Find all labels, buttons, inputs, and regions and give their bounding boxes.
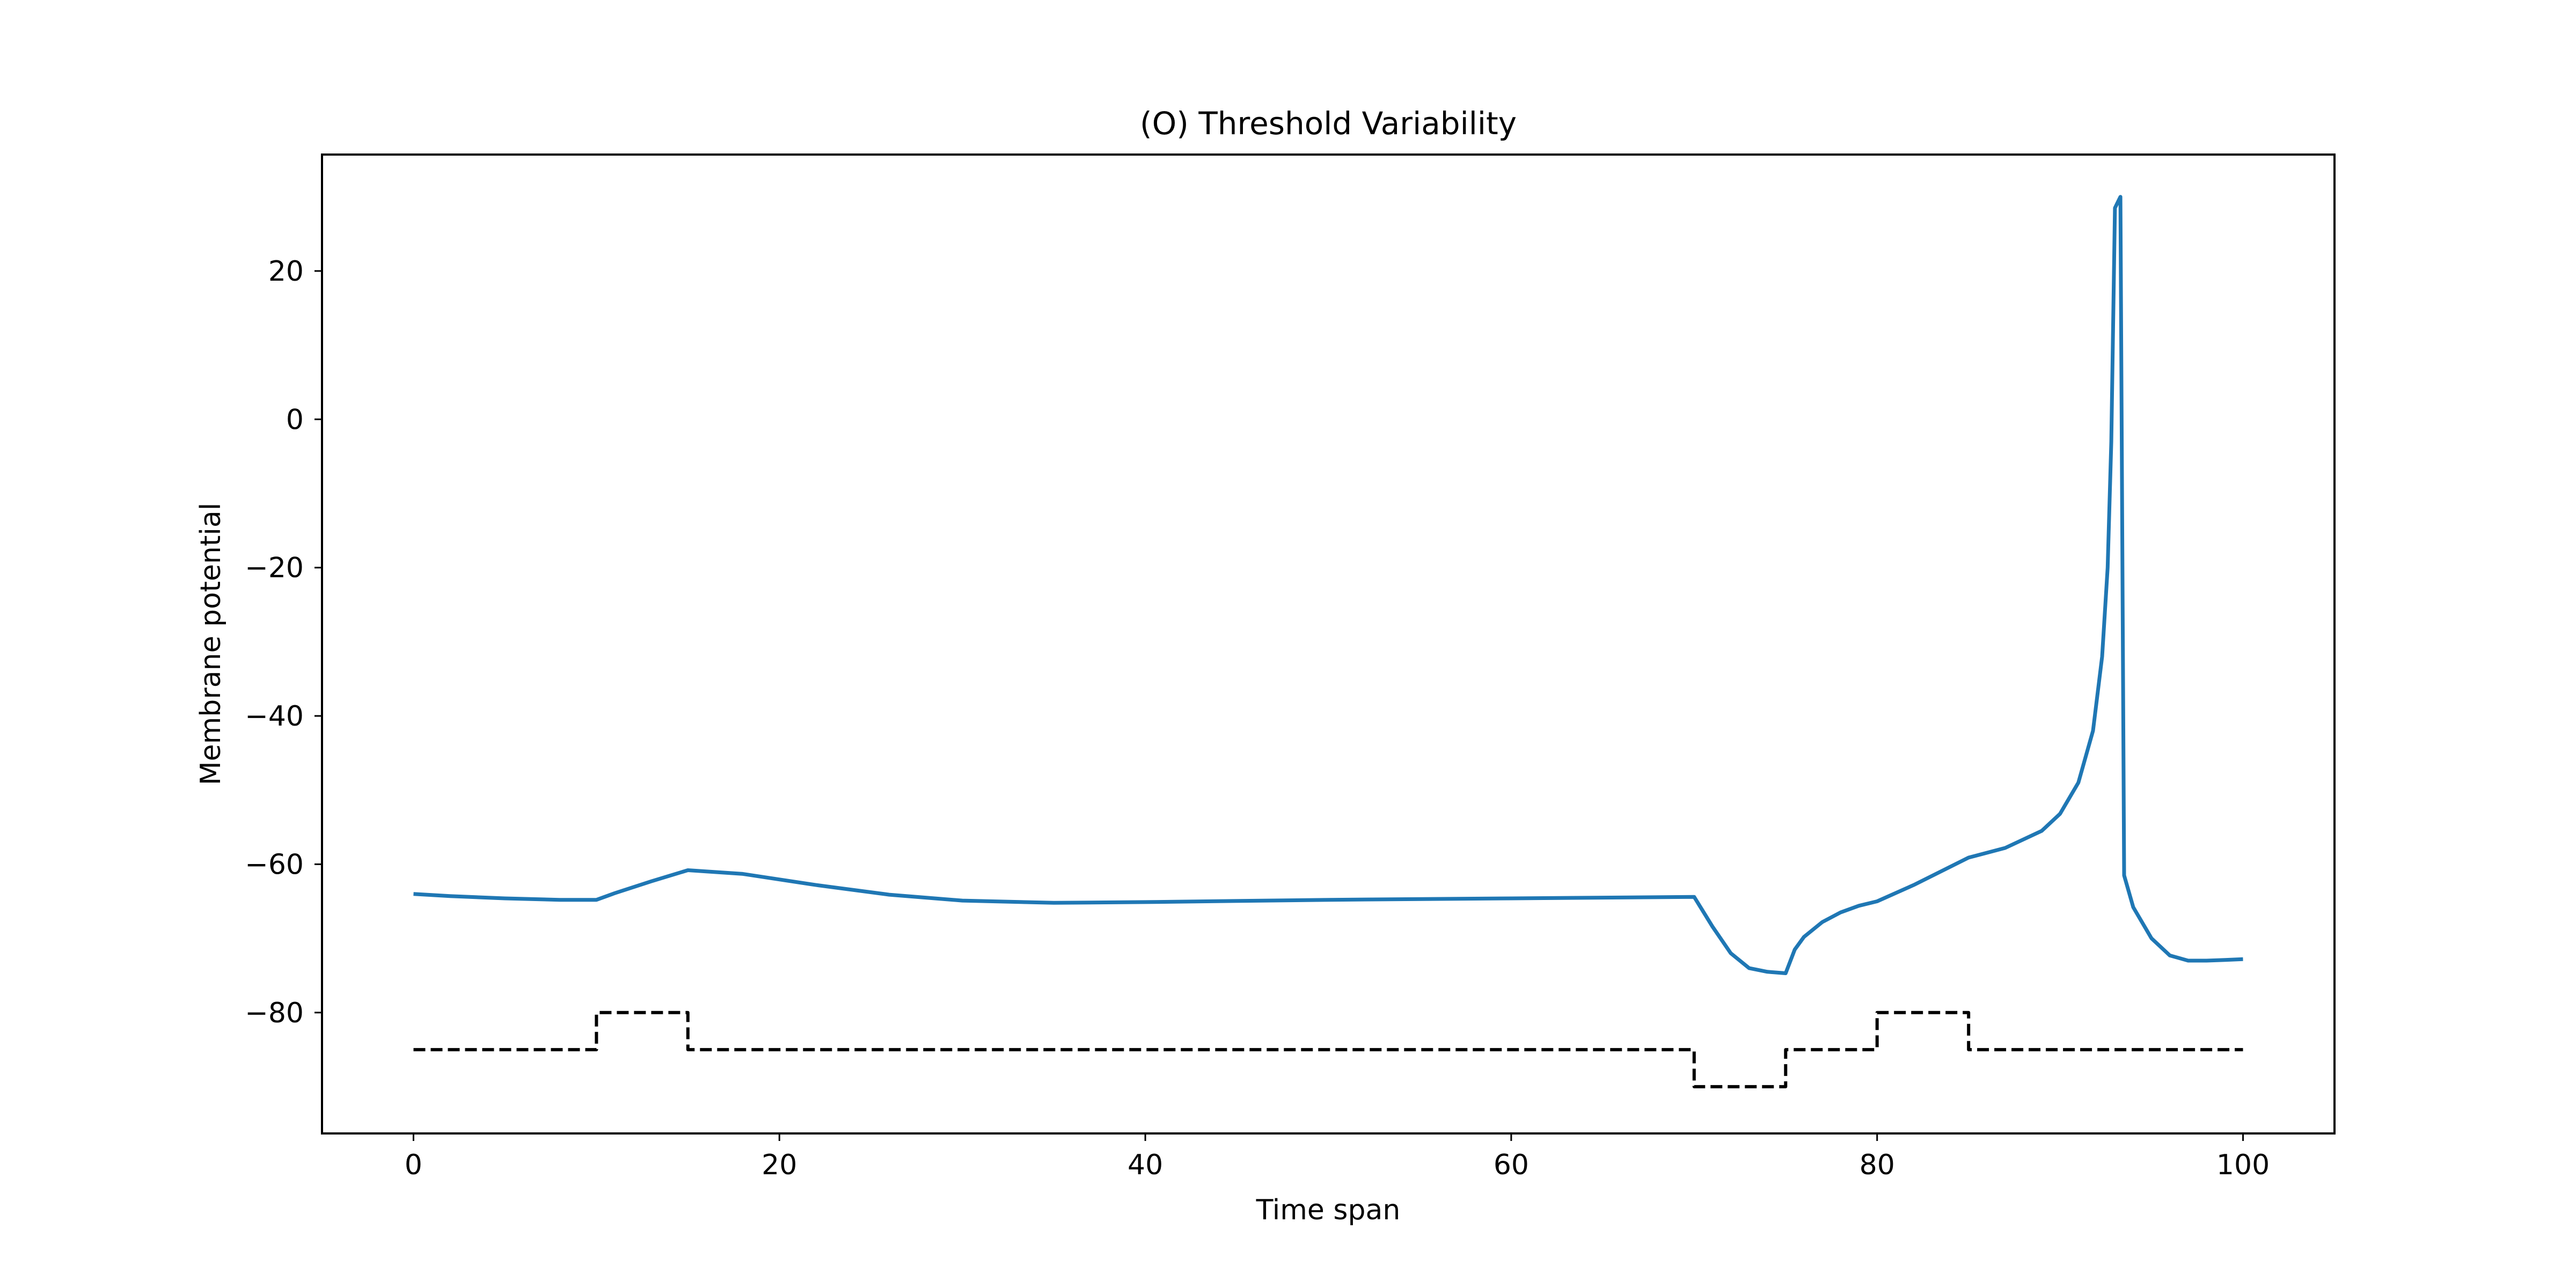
axes-frame: [321, 153, 2336, 1135]
stimulus-step-line: [413, 1011, 2243, 1088]
y-tick-label: −80: [245, 997, 304, 1029]
y-axis-label: Membrane potential: [195, 503, 227, 786]
x-tick-label: 0: [405, 1149, 422, 1181]
y-tick-label: −60: [245, 848, 304, 881]
y-tick-label: 20: [268, 255, 304, 288]
y-tick-label: −40: [245, 700, 304, 733]
chart-title: (O) Threshold Variability: [1140, 105, 1517, 142]
x-axis-label: Time span: [1256, 1194, 1401, 1226]
y-tick-label: −20: [245, 552, 304, 584]
x-tick-label: 60: [1494, 1149, 1529, 1181]
y-axis: −80 −60 −40 −20 0 20: [245, 255, 322, 1029]
series-layer: [413, 195, 2243, 1088]
x-axis: 0 20 40 60 80 100: [405, 1133, 2270, 1181]
y-tick-label: 0: [286, 404, 304, 436]
x-tick-label: 40: [1128, 1149, 1163, 1181]
x-tick-label: 80: [1860, 1149, 1895, 1181]
membrane-potential-line: [413, 195, 2243, 975]
x-tick-label: 100: [2216, 1149, 2270, 1181]
x-tick-label: 20: [762, 1149, 797, 1181]
